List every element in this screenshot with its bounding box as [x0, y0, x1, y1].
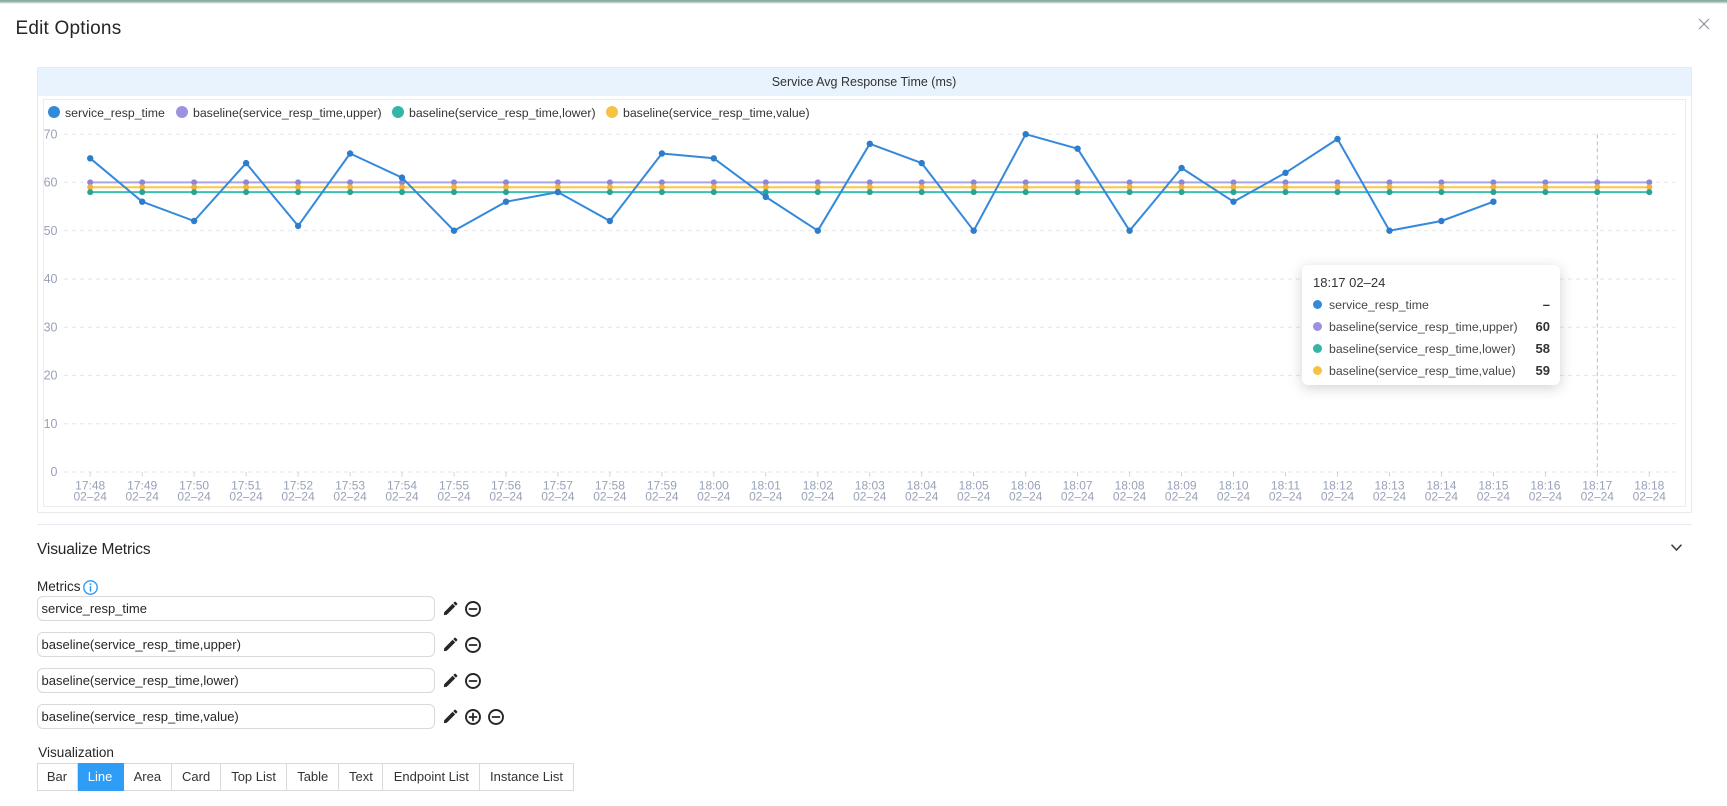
svg-text:02–24: 02–24: [541, 490, 575, 504]
svg-text:02–24: 02–24: [697, 490, 731, 504]
svg-text:18:15: 18:15: [1478, 479, 1508, 493]
svg-text:17:56: 17:56: [491, 479, 521, 493]
svg-text:17:52: 17:52: [283, 479, 313, 493]
svg-text:20: 20: [44, 369, 58, 383]
svg-text:02–24: 02–24: [593, 490, 627, 504]
svg-text:18:17: 18:17: [1582, 479, 1612, 493]
svg-text:18:11: 18:11: [1271, 479, 1300, 493]
svg-text:02–24: 02–24: [489, 490, 523, 504]
svg-text:02–24: 02–24: [1477, 490, 1511, 504]
svg-text:10: 10: [44, 417, 58, 431]
svg-text:18:03: 18:03: [855, 479, 885, 493]
svg-text:18:00: 18:00: [699, 479, 729, 493]
svg-text:02–24: 02–24: [1061, 490, 1095, 504]
svg-text:02–24: 02–24: [957, 490, 991, 504]
svg-text:02–24: 02–24: [749, 490, 783, 504]
svg-text:02–24: 02–24: [801, 490, 835, 504]
svg-text:17:54: 17:54: [387, 479, 417, 493]
svg-text:02–24: 02–24: [1269, 490, 1303, 504]
svg-text:17:48: 17:48: [75, 479, 105, 493]
svg-text:18:05: 18:05: [959, 479, 989, 493]
svg-text:02–24: 02–24: [1009, 490, 1043, 504]
svg-text:17:49: 17:49: [127, 479, 157, 493]
svg-text:18:09: 18:09: [1167, 479, 1197, 493]
svg-text:17:55: 17:55: [439, 479, 469, 493]
svg-text:18:01: 18:01: [751, 479, 781, 493]
svg-text:0: 0: [51, 465, 58, 479]
svg-text:18:06: 18:06: [1011, 479, 1041, 493]
svg-text:02–24: 02–24: [281, 490, 315, 504]
svg-text:17:50: 17:50: [179, 479, 209, 493]
svg-text:18:16: 18:16: [1530, 479, 1560, 493]
svg-text:02–24: 02–24: [853, 490, 887, 504]
svg-text:40: 40: [44, 272, 58, 286]
svg-text:02–24: 02–24: [1581, 490, 1615, 504]
svg-text:17:59: 17:59: [647, 479, 677, 493]
svg-text:30: 30: [44, 320, 58, 334]
svg-text:18:14: 18:14: [1426, 479, 1456, 493]
svg-text:18:02: 18:02: [803, 479, 833, 493]
svg-text:02–24: 02–24: [1217, 490, 1251, 504]
svg-text:18:13: 18:13: [1374, 479, 1404, 493]
svg-text:18:18: 18:18: [1634, 479, 1664, 493]
svg-text:18:07: 18:07: [1063, 479, 1093, 493]
svg-text:02–24: 02–24: [126, 490, 160, 504]
svg-text:02–24: 02–24: [229, 490, 263, 504]
svg-text:02–24: 02–24: [1165, 490, 1199, 504]
svg-text:17:53: 17:53: [335, 479, 365, 493]
svg-text:02–24: 02–24: [437, 490, 471, 504]
svg-text:18:08: 18:08: [1115, 479, 1145, 493]
svg-text:02–24: 02–24: [385, 490, 419, 504]
svg-text:02–24: 02–24: [1425, 490, 1459, 504]
svg-text:02–24: 02–24: [1373, 490, 1407, 504]
svg-text:17:58: 17:58: [595, 479, 625, 493]
svg-text:18:10: 18:10: [1218, 479, 1248, 493]
svg-text:02–24: 02–24: [1529, 490, 1563, 504]
svg-text:02–24: 02–24: [1633, 490, 1667, 504]
svg-text:02–24: 02–24: [645, 490, 679, 504]
svg-text:17:51: 17:51: [231, 479, 261, 493]
svg-text:60: 60: [44, 176, 58, 190]
svg-text:18:04: 18:04: [907, 479, 937, 493]
svg-text:02–24: 02–24: [333, 490, 367, 504]
svg-text:18:12: 18:12: [1322, 479, 1352, 493]
svg-text:02–24: 02–24: [177, 490, 211, 504]
svg-text:02–24: 02–24: [905, 490, 939, 504]
svg-text:17:57: 17:57: [543, 479, 573, 493]
svg-text:50: 50: [44, 224, 58, 238]
svg-text:70: 70: [44, 127, 58, 141]
svg-text:02–24: 02–24: [74, 490, 108, 504]
svg-text:02–24: 02–24: [1321, 490, 1355, 504]
svg-text:02–24: 02–24: [1113, 490, 1147, 504]
